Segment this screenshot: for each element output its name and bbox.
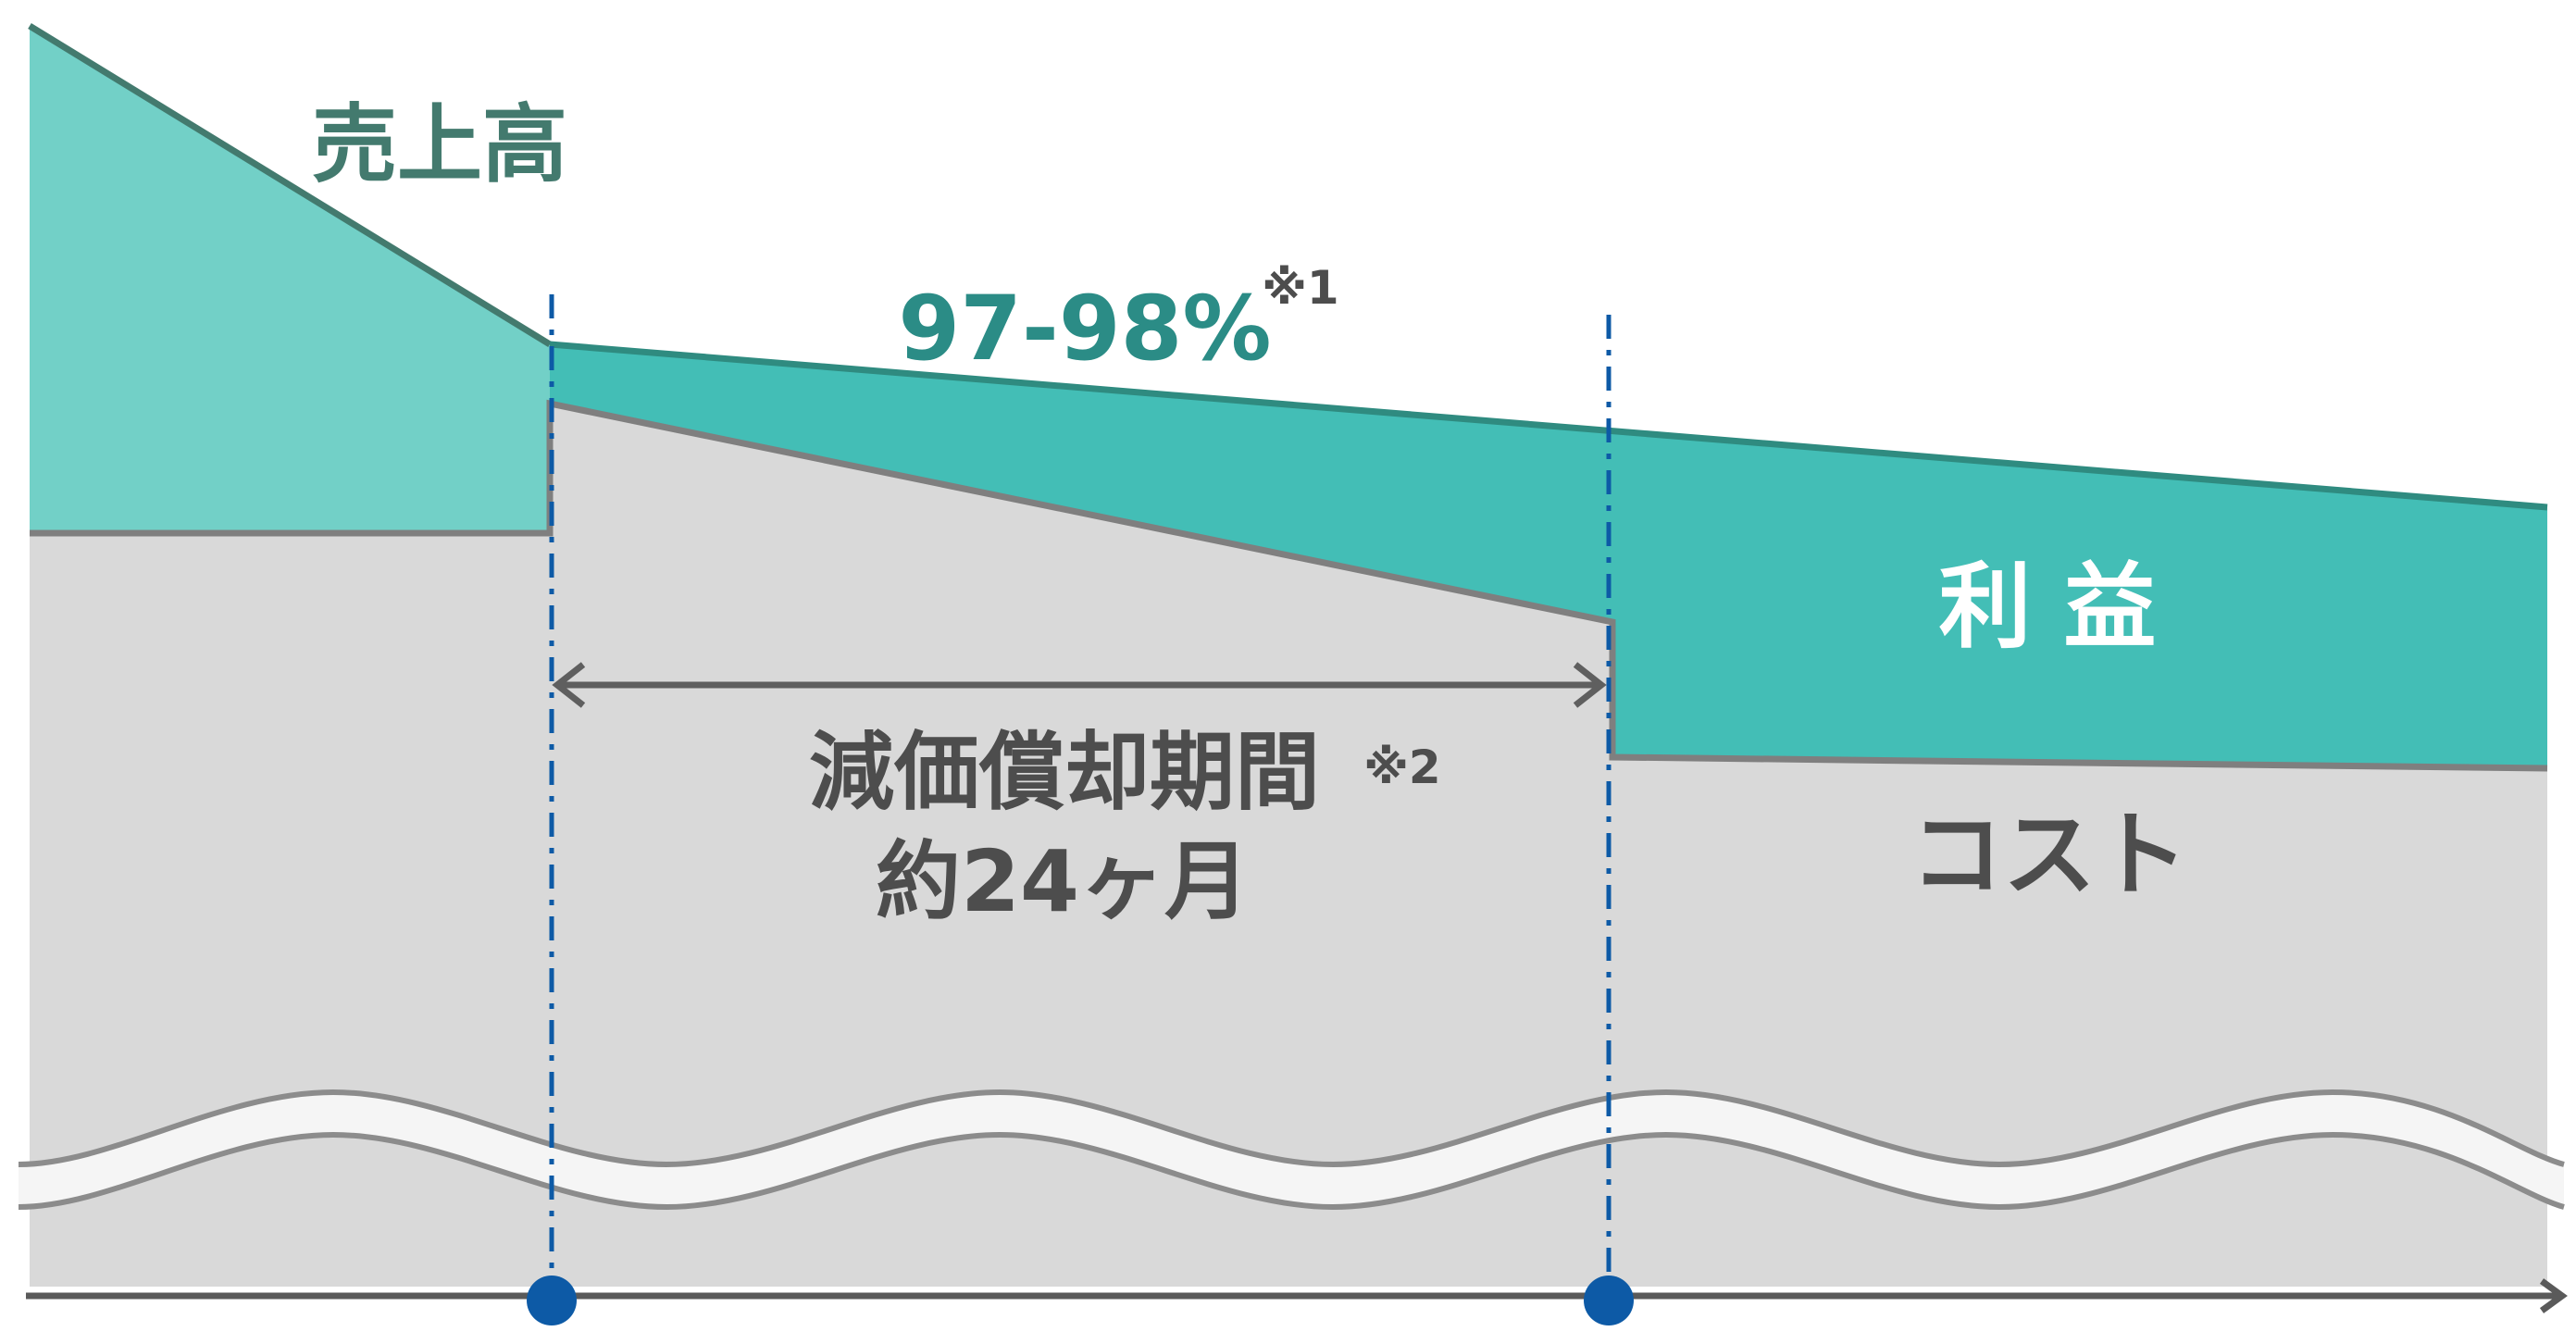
period-arrow-right-head <box>1573 662 1607 708</box>
wave-line-bottom <box>18 1131 2565 1211</box>
depreciation-period-label: 減価償却期間 <box>809 723 1320 822</box>
period-length-label: 約24ヶ月 <box>876 832 1250 931</box>
profit-line <box>549 341 2548 511</box>
wave-break-band <box>19 1092 2564 1207</box>
sales-area <box>30 26 550 533</box>
cost-label: コスト <box>1910 801 2188 909</box>
time-axis-arrowhead <box>2539 1278 2568 1313</box>
wave-line-top <box>18 1089 2565 1168</box>
profit-area <box>550 344 2547 768</box>
cost-line <box>30 399 2548 772</box>
period-end-marker <box>1584 1276 1634 1325</box>
cost-area <box>30 404 2547 1287</box>
profit-label: 利 益 <box>1939 553 2157 661</box>
period-arrow-left-head <box>552 662 586 708</box>
period-start-marker <box>527 1276 577 1325</box>
note2-label: ※2 <box>1363 740 1440 794</box>
note1-label: ※1 <box>1262 261 1338 315</box>
ratio-label: 97-98% <box>898 277 1271 380</box>
sales-line <box>28 23 552 347</box>
sales-label: 売上高 <box>312 95 567 194</box>
